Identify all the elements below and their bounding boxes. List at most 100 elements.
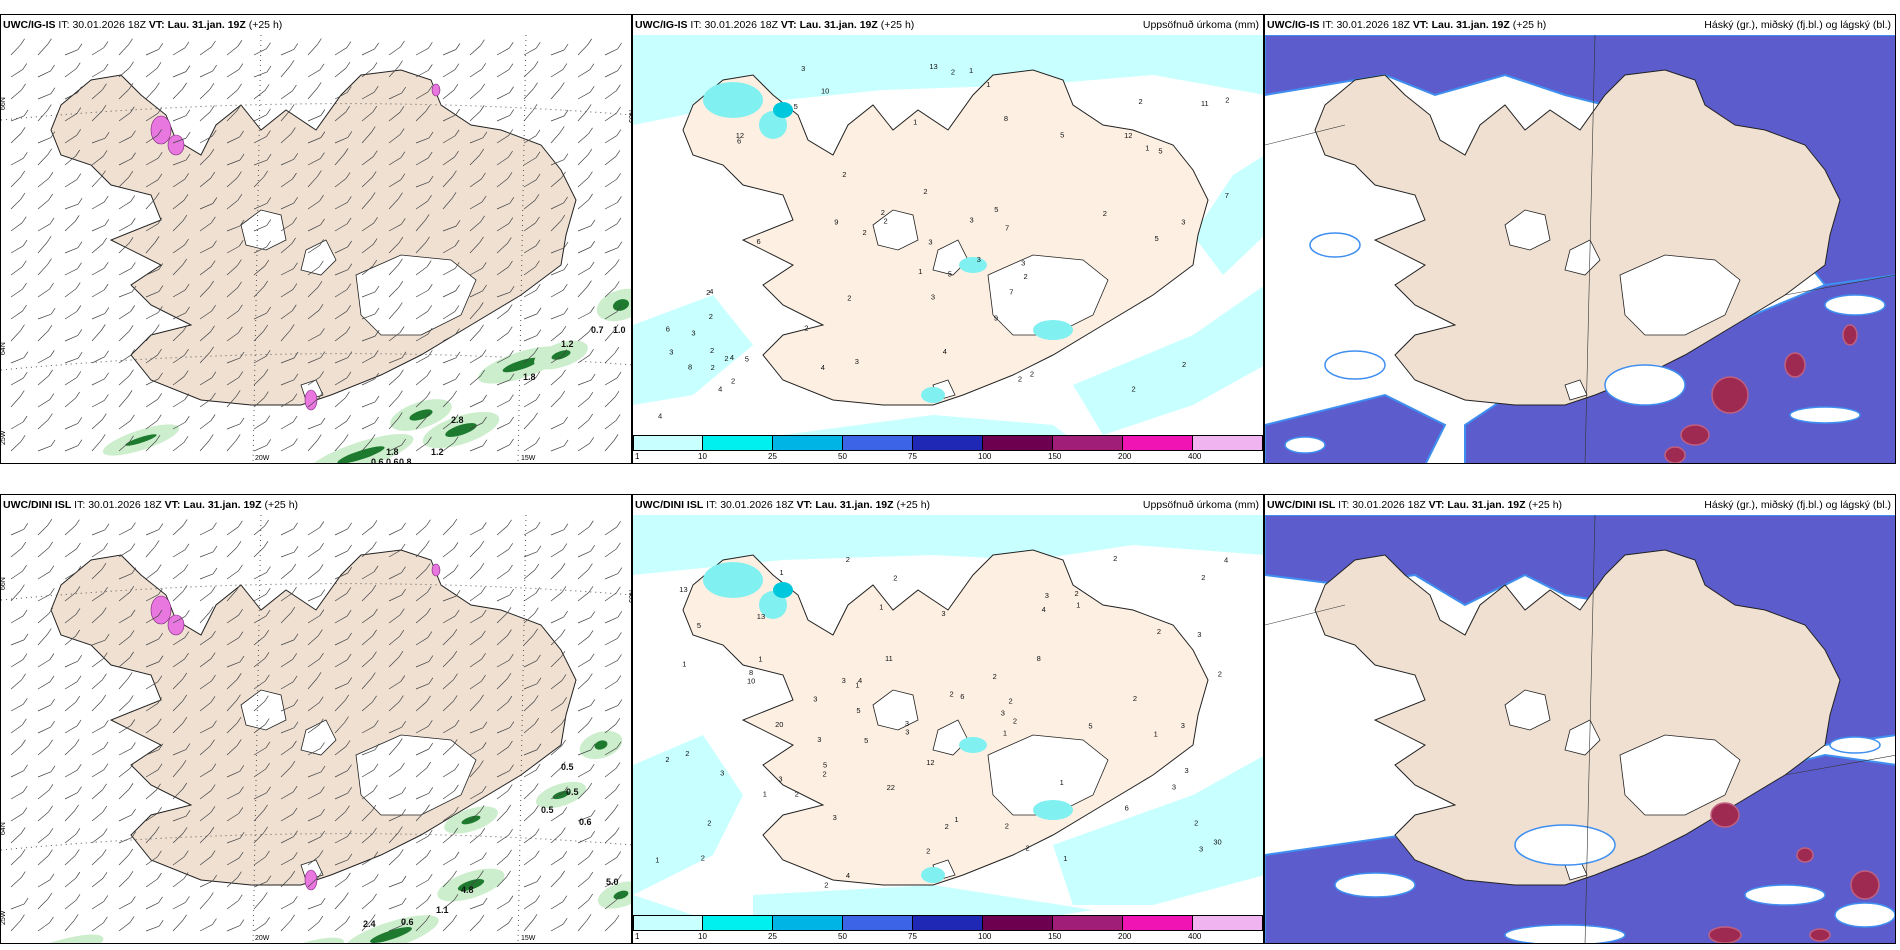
wind-barb-feather [616,675,622,682]
wind-barb-feather [425,914,431,922]
wind-barb [388,726,402,734]
wind-barb [37,242,48,254]
wind-barb-feather [453,673,458,680]
colorbar-tick-label: 400 [1188,932,1202,941]
wind-barb-feather [480,83,485,91]
wind-barb [604,287,616,298]
wind-barb-feather [210,696,216,703]
wind-barb [388,157,402,166]
colorbar-swatch [843,915,913,931]
precip-amount-label: 4 [821,363,825,372]
wind-barb [442,548,455,558]
wind-barb [307,397,320,408]
wind-barb [64,769,78,778]
wind-barb-feather [454,150,459,158]
clear-sky-area [1744,884,1826,906]
precip-amount-label: 3 [720,769,724,778]
glacier-shape [240,209,287,251]
wind-barb [253,444,267,452]
wind-barb [64,357,79,364]
precip-title: Uppsöfnuð úrkoma (mm) [1142,19,1259,31]
wind-barb [496,400,510,408]
wind-barb-feather [76,764,82,771]
wind-barb-feather [21,871,26,878]
wind-barb [118,88,130,100]
cloud-title: Háský (gr.), miðský (fj.bl.) og lágský (… [1704,499,1891,511]
wind-barb-feather [373,85,379,93]
wind-barb [415,726,429,734]
precip-amount-label: 3 [669,348,673,357]
wind-barb [280,592,293,602]
wind-barb-feather [266,240,271,248]
wind-barb [172,525,184,536]
wind-barb [388,134,401,144]
precip-panel-bottom: UWC/DINI ISL IT: 30.01.2026 18Z VT: Lau.… [632,494,1264,944]
wind-barb [145,856,158,866]
heavy-precip-area [125,434,157,446]
wind-barb-feather [615,762,621,769]
wind-barb-feather [211,129,217,137]
wind-barb-feather [319,63,325,71]
wind-barb [226,440,237,452]
wind-barb [523,660,537,668]
wind-barb-feather [158,920,164,927]
wind-barb [91,137,106,144]
precip-amount-label: 8 [1037,654,1041,663]
wind-barb-feather [293,633,299,641]
wind-barb-feather [75,282,81,289]
wind-barb-feather [238,240,244,247]
wind-barb-feather [317,871,323,878]
wind-barb [64,221,76,232]
wind-barb-feather [317,281,323,288]
wind-barb [91,313,106,320]
wind-barb [10,920,21,932]
wind-barb-feather [479,760,484,767]
precip-amount-label: 7 [1225,191,1229,200]
wind-barb-feather [264,84,270,91]
wind-barb [523,551,538,558]
wind-barb-feather [182,716,188,724]
wind-barb-feather [158,43,164,50]
wind-barb [37,833,50,844]
wind-barb [118,837,133,844]
wind-barb-feather [76,371,82,378]
wind-barb-feather [212,64,217,72]
wind-barb-feather [156,783,161,790]
wind-barb [91,89,103,100]
lon-label-25w: 25W [1,910,7,925]
wind-barb [496,332,509,342]
wind-barb [172,115,187,122]
wind-barb-feather [482,416,487,424]
wind-barb-feather [372,105,378,113]
wind-barb [226,357,241,364]
wind-barb [307,595,321,602]
wind-barb-feather [427,436,432,444]
wind-barb [415,613,427,624]
wind-barb-feather [373,784,378,792]
precip-amount-label: 1.0 [613,325,626,335]
wind-barb-feather [130,195,136,202]
wind-barb-feather [77,786,82,793]
wind-barb [145,812,158,822]
wind-barb-feather [590,544,596,552]
wind-barb-feather [615,150,621,157]
wind-barb [388,656,400,668]
wind-barb [280,791,294,800]
wind-barb [10,441,22,452]
wind-barb [442,900,455,910]
colorbar-tick-label: 100 [978,932,992,941]
wind-barb-feather [77,351,83,359]
wind-barb-feather [182,585,188,592]
wind-barb-feather [158,743,164,750]
wind-barb-feather [371,804,377,812]
wind-barb-feather [184,238,189,246]
wind-barb [118,549,132,558]
precip-amount-label: 1.8 [523,372,536,382]
wind-map: 66N 64N 25W 20W 15W N69 0.5 0.5 0.5 0.6 4.8 5.0 1.1 0… [1,515,631,943]
lat-label-64n: 64N [1,342,7,355]
wind-barb [307,224,321,232]
wind-barb [118,814,132,822]
wind-barb [577,920,588,932]
precip-amount-label: 7 [1009,288,1013,297]
